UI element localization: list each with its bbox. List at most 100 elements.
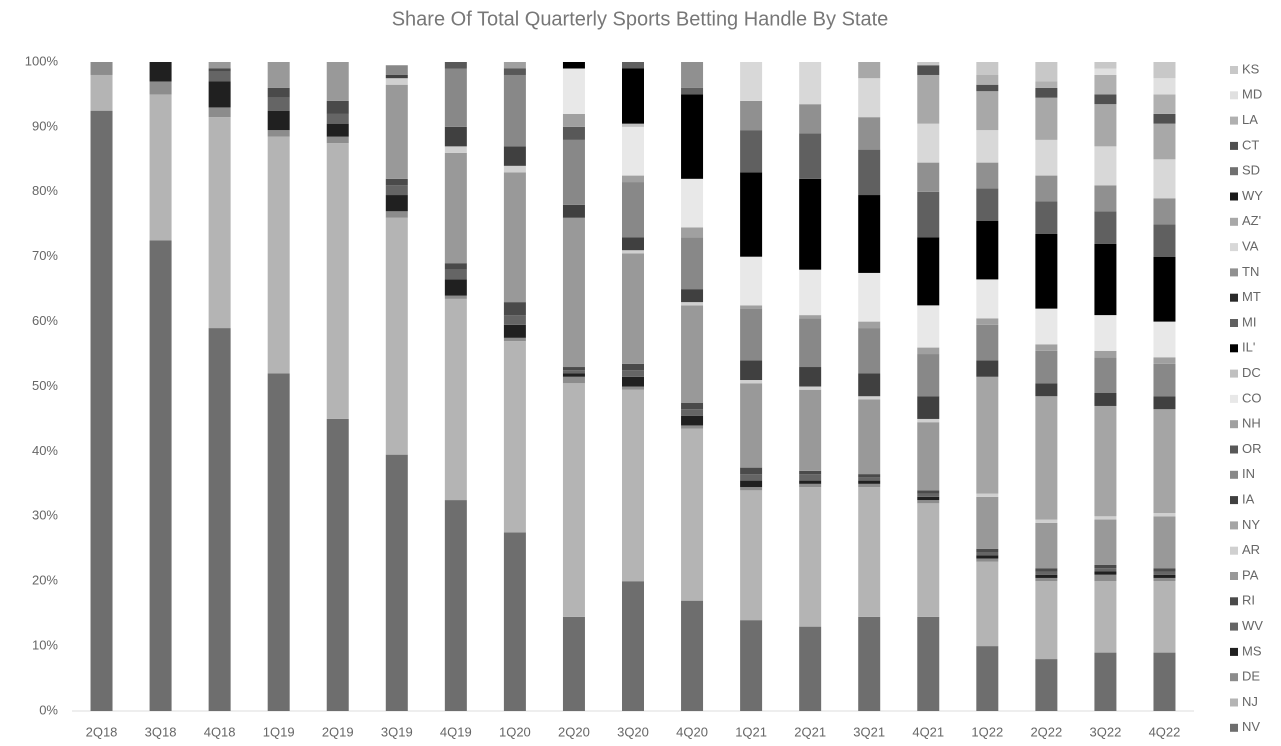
bar-segment: [385, 84, 408, 179]
bar-segment: [1035, 577, 1058, 582]
x-tick-label: 2Q19: [322, 724, 354, 739]
bar-segment: [1094, 516, 1117, 520]
bar-segment: [1094, 146, 1117, 186]
legend-swatch: [1230, 319, 1238, 327]
bar-segment: [1094, 392, 1117, 406]
bar-segment: [976, 130, 999, 163]
bar-segment: [976, 62, 999, 75]
bar-segment: [1035, 139, 1058, 176]
bar-segment: [1153, 198, 1176, 225]
bar-segment: [917, 305, 940, 348]
bar-segment: [917, 65, 940, 75]
legend-label: NH: [1242, 416, 1261, 431]
bar-segment: [1153, 159, 1176, 199]
x-tick-label: 4Q18: [204, 724, 236, 739]
bar-segment: [858, 396, 881, 400]
bar-segment: [208, 62, 231, 69]
x-tick-label: 4Q22: [1149, 724, 1181, 739]
legend-swatch: [1230, 445, 1238, 454]
bar-segment: [622, 389, 644, 582]
bar-segment: [740, 305, 763, 309]
bar-segment: [622, 68, 644, 124]
x-tick-label: 2Q20: [558, 724, 590, 739]
bar-segment: [858, 474, 881, 478]
bar-segment: [1153, 574, 1176, 578]
bar-segment: [1094, 62, 1117, 69]
bar-segment: [1094, 405, 1117, 517]
bar-segment: [562, 367, 585, 371]
bar-segment: [385, 195, 408, 212]
bar-segment: [1153, 513, 1176, 517]
bar-segment: [681, 289, 704, 303]
bar-segment: [917, 62, 940, 66]
bar-segment: [1035, 659, 1058, 711]
legend-label: DC: [1242, 365, 1261, 380]
bar-segment: [1094, 357, 1117, 393]
y-tick-label: 10%: [32, 638, 58, 653]
bar-segment: [976, 91, 999, 131]
bar-segment: [1035, 62, 1058, 82]
bar-segment: [503, 172, 526, 303]
bar-segment: [503, 337, 526, 342]
legend-swatch: [1230, 622, 1238, 631]
bar-segment: [799, 470, 822, 475]
legend-swatch: [1230, 344, 1238, 353]
bar-segment: [1153, 396, 1176, 410]
bar-segment: [622, 62, 644, 69]
bar-segment: [917, 500, 940, 504]
y-tick-label: 40%: [32, 443, 58, 458]
x-tick-label: 1Q20: [499, 724, 531, 739]
legend-label: MD: [1242, 87, 1262, 102]
bar-segment: [799, 367, 822, 387]
bar-segment: [681, 94, 704, 179]
bar-segment: [976, 74, 999, 85]
bar-segment: [267, 110, 290, 131]
bar-segment: [503, 74, 526, 147]
legend-label: IL': [1242, 340, 1255, 355]
bar-segment: [1153, 409, 1176, 514]
bar-segment: [385, 454, 408, 711]
bar-segment: [1094, 104, 1117, 147]
bar-segment: [1094, 564, 1117, 569]
bar-segment: [267, 130, 290, 137]
bar-segment: [799, 626, 822, 711]
legend-swatch: [1230, 91, 1238, 100]
bar-segment: [208, 107, 231, 118]
x-tick-label: 4Q21: [912, 724, 944, 739]
legend-label: RI: [1242, 593, 1255, 608]
bar-segment: [562, 113, 585, 127]
bar-segment: [1035, 233, 1058, 309]
bar-segment: [444, 298, 467, 501]
bar-segment: [149, 240, 172, 711]
bar-segment: [444, 279, 467, 296]
bar-segment: [1035, 344, 1058, 351]
bar-segment: [976, 324, 999, 361]
legend-label: SD: [1242, 163, 1260, 178]
bar-segment: [503, 68, 526, 75]
bar-segment: [740, 100, 763, 131]
bar-segment: [1035, 571, 1058, 575]
bar-segment: [503, 165, 526, 173]
bar-segment: [1094, 652, 1117, 711]
bar-segment: [90, 110, 113, 712]
legend-label: WV: [1242, 618, 1263, 633]
legend-label: KS: [1242, 61, 1260, 76]
bar-segment: [976, 558, 999, 562]
bar-segment: [1035, 87, 1058, 98]
bar-segment: [799, 104, 822, 134]
bar-segment: [917, 503, 940, 617]
bar-segment: [208, 328, 231, 711]
bar-segment: [1094, 350, 1117, 358]
bar-segment: [385, 78, 408, 85]
x-tick-label: 1Q19: [263, 724, 295, 739]
bar-segment: [799, 389, 822, 471]
bar-segment: [858, 321, 881, 329]
bar-segment: [208, 68, 231, 72]
bar-segment: [740, 487, 763, 491]
legend-label: IA: [1242, 492, 1255, 507]
bar-segment: [858, 195, 881, 273]
bar-segment: [976, 162, 999, 189]
bar-segment: [740, 467, 763, 475]
bar-segment: [681, 237, 704, 290]
